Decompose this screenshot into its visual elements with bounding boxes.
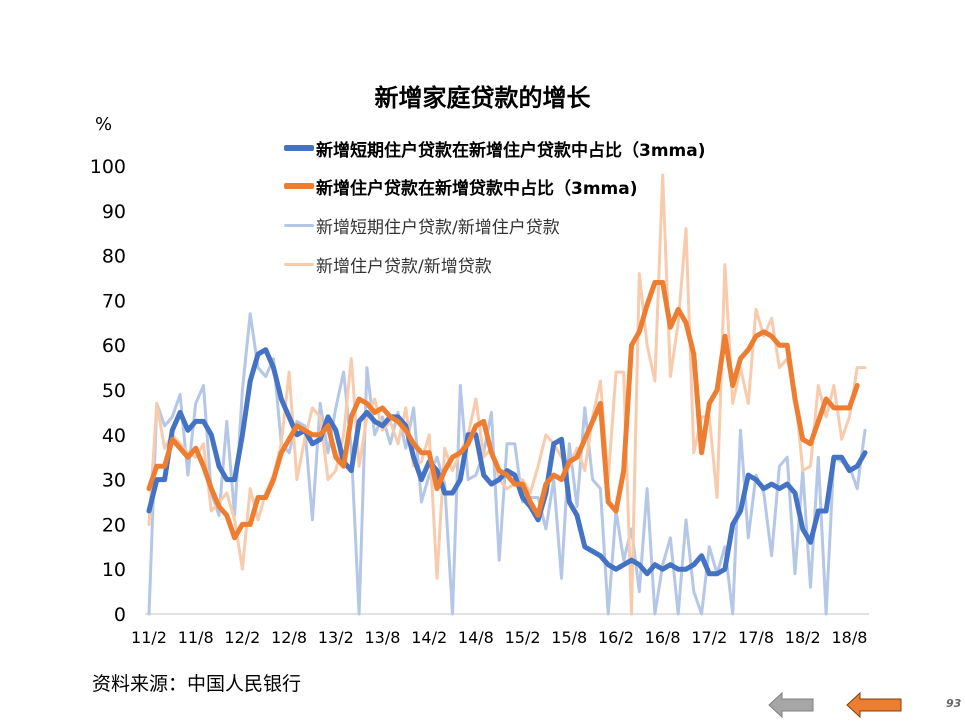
legend-label: 新增住户贷款在新增贷款中占比（3mma) (316, 178, 638, 199)
y-axis-unit: % (95, 114, 113, 135)
y-tick-label: 0 (114, 604, 126, 626)
chart-series (146, 173, 868, 616)
forward-arrow-icon[interactable] (846, 692, 902, 718)
source-note: 资料来源：中国人民银行 (92, 673, 302, 695)
y-tick-label: 40 (102, 425, 126, 447)
x-tick-label: 12/8 (271, 628, 307, 647)
x-tick-label: 18/2 (785, 628, 821, 647)
y-tick-label: 30 (102, 470, 126, 492)
legend-label: 新增短期住户贷款/新增住户贷款 (316, 217, 560, 238)
x-tick-label: 18/8 (831, 628, 867, 647)
y-tick-label: 20 (102, 514, 126, 536)
y-tick-label: 70 (102, 290, 126, 312)
legend-item-household-ratio: 新增住户贷款/新增贷款 (284, 252, 492, 277)
y-tick-label: 100 (90, 156, 126, 178)
legend-item-short-term-ratio: 新增短期住户贷款/新增住户贷款 (284, 213, 560, 238)
legend-item-short-term-share-3mma: 新增短期住户贷款在新增住户贷款中占比（3mma) (284, 136, 706, 161)
legend-item-household-share-3mma: 新增住户贷款在新增贷款中占比（3mma) (284, 174, 638, 199)
x-tick-label: 13/8 (365, 628, 401, 647)
legend-swatch (284, 183, 314, 189)
x-tick-label: 15/8 (551, 628, 587, 647)
page-number: 93 (946, 697, 962, 710)
legend-swatch (284, 223, 314, 227)
x-tick-label: 17/8 (738, 628, 774, 647)
x-tick-label: 16/8 (645, 628, 681, 647)
y-tick-label: 60 (102, 335, 126, 357)
x-tick-label: 17/2 (691, 628, 727, 647)
x-tick-label: 13/2 (318, 628, 354, 647)
y-tick-label: 80 (102, 246, 126, 268)
y-tick-label: 10 (102, 559, 126, 581)
chart-axes: 0 10 20 30 40 50 60 70 80 90 100 11/2 11/8 12/2 12/8 13… (90, 156, 869, 647)
y-tick-label: 90 (102, 201, 126, 223)
x-tick-label: 11/2 (131, 628, 167, 647)
x-tick-label: 14/2 (411, 628, 447, 647)
x-tick-label: 15/2 (505, 628, 541, 647)
legend-label: 新增短期住户贷款在新增住户贷款中占比（3mma) (316, 140, 706, 161)
series-line-3 (146, 280, 860, 541)
x-tick-label: 16/2 (598, 628, 634, 647)
y-tick-label: 50 (102, 380, 126, 402)
series-line-0 (147, 312, 867, 616)
x-tick-label: 12/2 (224, 628, 260, 647)
chart-title: 新增家庭贷款的增长 (374, 84, 591, 112)
series-line-2 (146, 347, 868, 577)
back-arrow-icon[interactable] (768, 692, 814, 718)
x-tick-label: 14/8 (458, 628, 494, 647)
x-tick-label: 11/8 (178, 628, 214, 647)
series-line-1 (147, 173, 867, 616)
legend-swatch (284, 145, 314, 151)
legend-label: 新增住户贷款/新增贷款 (316, 256, 492, 277)
legend-swatch (284, 262, 314, 266)
